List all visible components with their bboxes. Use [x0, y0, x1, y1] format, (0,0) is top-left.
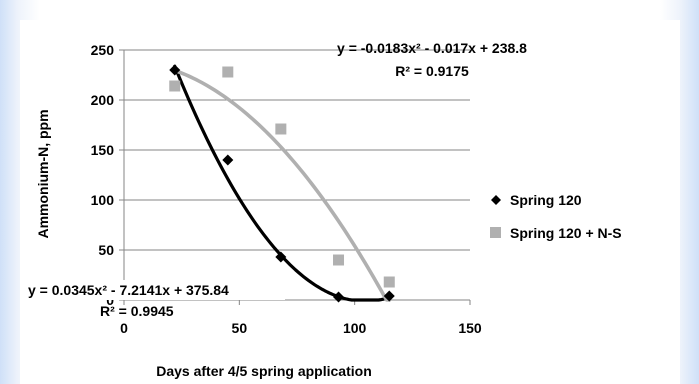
square-marker-icon — [490, 227, 501, 238]
data-point-square — [333, 254, 345, 266]
trendline-equation-1: y = 0.0345x² - 7.2141x + 375.84 — [28, 282, 229, 298]
data-point-diamond — [275, 251, 287, 263]
chart-panel: 0 50 100 150 200 250 0 50 100 150 Ammonium-N, pp… — [20, 20, 680, 384]
trendlines — [172, 64, 392, 302]
y-tick-label: 200 — [91, 92, 115, 108]
trendline-r2-2: R² = 0.9175 — [395, 63, 469, 79]
trendline-r2-1: R² = 0.9945 — [100, 303, 174, 319]
data-point-diamond — [169, 64, 181, 76]
data-point-square — [275, 123, 287, 135]
x-axis-label: Days after 4/5 spring application — [156, 363, 372, 379]
data-point-diamond — [383, 290, 395, 302]
x-tick-labels: 0 50 100 150 — [120, 320, 482, 336]
data-point-square — [169, 80, 181, 92]
data-point-diamond — [222, 154, 234, 166]
legend: Spring 120 Spring 120 + N-S — [490, 192, 622, 241]
y-tick-labels: 050100150200250 — [91, 42, 115, 308]
x-tick-label: 100 — [343, 320, 367, 336]
legend-item-spring-120-n-s: Spring 120 + N-S — [490, 225, 622, 241]
legend-label: Spring 120 — [510, 192, 582, 208]
x-tick-label: 50 — [232, 320, 248, 336]
y-axis-label: Ammonium-N, ppm — [35, 109, 51, 238]
data-point-diamond — [333, 291, 345, 303]
legend-label: Spring 120 + N-S — [510, 225, 622, 241]
y-tick-label: 50 — [98, 242, 114, 258]
diamond-marker-icon — [491, 195, 501, 205]
x-tick-label: 150 — [458, 320, 482, 336]
x-tick-label: 0 — [120, 320, 128, 336]
trendline-label-box-1 — [25, 280, 285, 300]
trendline-2 — [172, 68, 392, 302]
data-point-square — [222, 66, 234, 78]
y-tick-label: 150 — [91, 142, 115, 158]
gridlines — [119, 49, 471, 305]
y-tick-label: 250 — [91, 42, 115, 58]
legend-item-spring-120: Spring 120 — [491, 192, 582, 208]
trendline-1 — [173, 64, 391, 302]
data-point-square — [383, 276, 395, 288]
chart-svg: 0 50 100 150 200 250 0 50 100 150 Ammonium-N, pp… — [25, 40, 622, 379]
y-tick-label: 100 — [91, 192, 115, 208]
data-points — [169, 64, 395, 303]
trendline-equation-2: y = -0.0183x² - 0.017x + 238.8 — [337, 40, 527, 56]
